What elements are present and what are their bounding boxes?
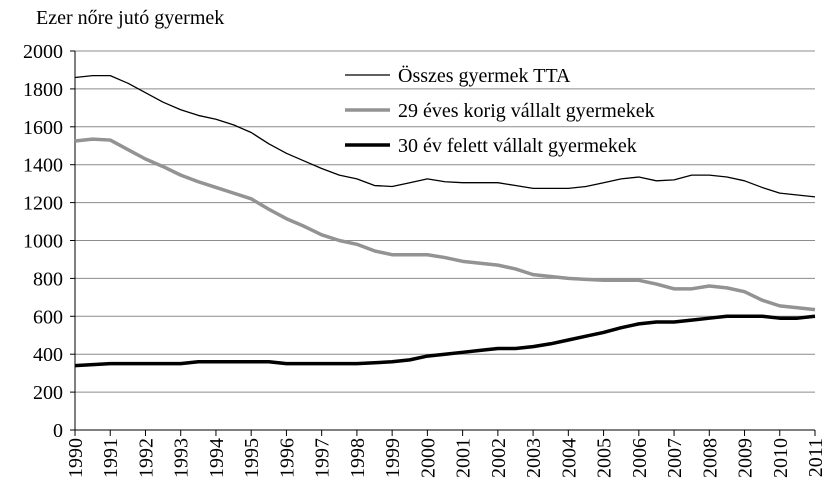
x-tick-label: 1993 <box>171 438 193 478</box>
series-line <box>74 74 816 198</box>
x-tick-label: 2001 <box>453 438 475 478</box>
legend-label: Összes gyermek TTA <box>398 64 571 87</box>
x-tick-label: 1995 <box>241 438 263 478</box>
x-tick-label: 2005 <box>594 438 616 478</box>
y-tick-label: 200 <box>33 382 63 404</box>
y-tick-label: 800 <box>33 268 63 290</box>
y-tick-label: 1400 <box>23 155 63 177</box>
x-tick-label: 2002 <box>488 438 510 478</box>
x-tick-label: 1991 <box>100 438 122 478</box>
y-tick-label: 1600 <box>23 117 63 139</box>
x-tick-label: 1997 <box>312 438 334 478</box>
series-line <box>74 314 816 368</box>
y-tick-label: 1800 <box>23 79 63 101</box>
x-tick-label: 2004 <box>558 438 580 478</box>
x-tick-label: 2007 <box>664 438 686 478</box>
legend-label: 29 éves korig vállalt gyermekek <box>398 100 655 122</box>
y-axis-label: Ezer nőre jutó gyermek <box>36 7 224 29</box>
x-tick-label: 1994 <box>206 438 228 478</box>
x-tick-label: 2006 <box>629 438 651 478</box>
x-tick-label: 2003 <box>523 438 545 478</box>
x-tick-label: 2009 <box>735 438 757 478</box>
y-tick-label: 400 <box>33 344 63 366</box>
y-tick-label: 600 <box>33 306 63 328</box>
y-tick-label: 1000 <box>23 231 63 253</box>
x-tick-label: 1996 <box>276 438 298 478</box>
x-tick-label: 1999 <box>382 438 404 478</box>
x-tick-label: 1992 <box>135 438 157 478</box>
x-tick-label: 2008 <box>699 438 721 478</box>
series-line <box>74 137 816 312</box>
x-tick-label: 2010 <box>770 438 792 478</box>
x-tick-label: 2011 <box>805 438 823 477</box>
legend-label: 30 év felett vállalt gyermekek <box>398 135 637 157</box>
x-tick-label: 2000 <box>417 438 439 478</box>
y-tick-label: 2000 <box>23 41 63 63</box>
x-tick-label: 1998 <box>347 438 369 478</box>
x-tick-label: 1990 <box>65 438 87 478</box>
y-tick-label: 0 <box>53 420 63 442</box>
y-tick-label: 1200 <box>23 193 63 215</box>
